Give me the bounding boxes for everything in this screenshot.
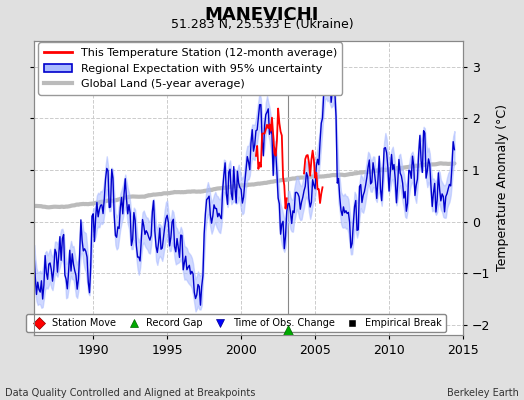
Legend: Station Move, Record Gap, Time of Obs. Change, Empirical Break: Station Move, Record Gap, Time of Obs. C… <box>26 314 445 332</box>
Text: Berkeley Earth: Berkeley Earth <box>447 388 519 398</box>
Text: MANEVICHI: MANEVICHI <box>205 6 319 24</box>
Text: Data Quality Controlled and Aligned at Breakpoints: Data Quality Controlled and Aligned at B… <box>5 388 256 398</box>
Y-axis label: Temperature Anomaly (°C): Temperature Anomaly (°C) <box>496 104 509 272</box>
Text: 51.283 N, 25.533 E (Ukraine): 51.283 N, 25.533 E (Ukraine) <box>171 18 353 31</box>
